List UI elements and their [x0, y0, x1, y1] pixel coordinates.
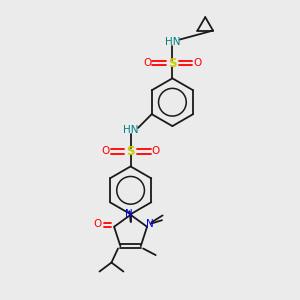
- Text: O: O: [194, 58, 202, 68]
- Text: HN: HN: [165, 37, 180, 47]
- Text: O: O: [101, 146, 109, 157]
- Text: S: S: [126, 145, 135, 158]
- Text: N: N: [146, 219, 153, 230]
- Text: HN: HN: [123, 125, 138, 135]
- Text: O: O: [152, 146, 160, 157]
- Text: N: N: [125, 209, 133, 219]
- Text: O: O: [94, 219, 102, 230]
- Text: S: S: [168, 57, 177, 70]
- Text: O: O: [143, 58, 151, 68]
